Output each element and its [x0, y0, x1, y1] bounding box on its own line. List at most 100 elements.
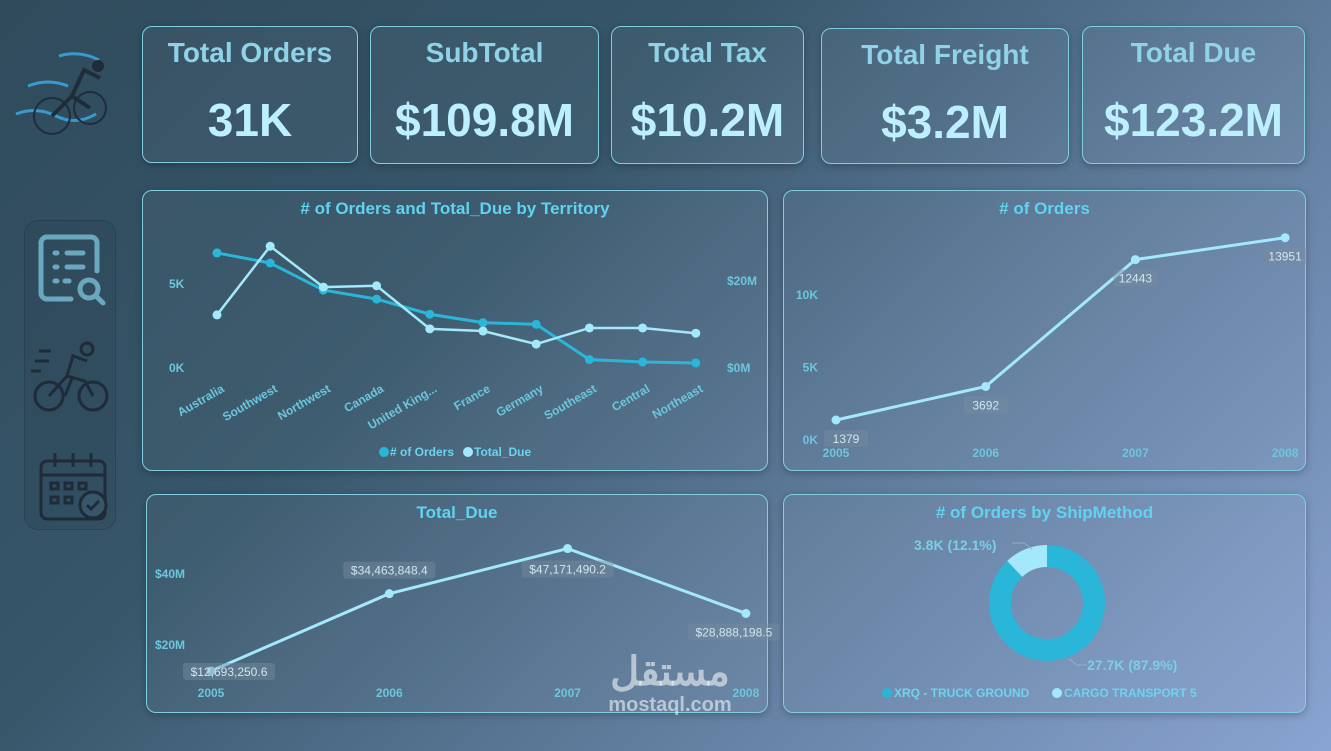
total-due-point [384, 589, 394, 599]
total-due-point [212, 310, 222, 320]
kpi-total-due: Total Due $123.2M [1082, 26, 1305, 164]
shipmethod-donut-chart: # of Orders by ShipMethod 3.8K (12.1%) 27… [783, 494, 1306, 713]
legend-marker [1052, 688, 1062, 698]
total-due-point [563, 544, 573, 554]
x-tick: 2005 [823, 446, 850, 460]
data-label-bg [521, 560, 614, 578]
x-tick: Canada [342, 381, 387, 415]
donut-slice [1007, 545, 1047, 577]
kpi-total-orders: Total Orders 31K [142, 26, 358, 163]
x-tick: Northeast [650, 381, 706, 421]
y-tick: 5K [803, 361, 819, 375]
orders-point [1280, 233, 1290, 243]
kpi-value: $123.2M [1103, 94, 1283, 146]
orders-point [478, 318, 488, 328]
report-search-icon[interactable] [38, 234, 106, 306]
cyclist-logo-icon [15, 52, 107, 135]
x-tick: 2008 [1272, 446, 1299, 460]
kpi-title: Total Due [1130, 37, 1257, 68]
chart-title: # of Orders [999, 199, 1090, 218]
slice-label: 27.7K (87.9%) [1087, 657, 1177, 673]
total-due-point [318, 282, 328, 292]
y-tick: $40M [155, 567, 185, 581]
data-label: $12,693,250.6 [191, 665, 268, 679]
kpi-value: 31K [207, 94, 293, 146]
data-label: 12443 [1119, 272, 1153, 286]
x-tick: 2006 [972, 446, 999, 460]
total-due-point [691, 328, 701, 338]
total-due-point [584, 323, 594, 333]
cyclist-icon[interactable] [31, 341, 109, 412]
watermark-arabic: مستقل [610, 650, 730, 694]
y-left-tick: 5K [169, 277, 185, 291]
data-label-bg [183, 662, 275, 680]
watermark: مستقل mostaql.com [580, 650, 760, 717]
orders-by-year-chart: # of Orders 0K 5K 10K 2005 2006 2007 2008 1379 3… [783, 190, 1308, 471]
total-due-point [265, 241, 275, 251]
x-tick: Australia [175, 381, 227, 419]
x-tick: Central [609, 381, 652, 414]
leader-line [1012, 542, 1033, 550]
legend-label: CARGO TRANSPORT 5 [1064, 686, 1197, 700]
territory-chart: # of Orders and Total_Due by Territory 0… [142, 190, 768, 471]
kpi-title: SubTotal [425, 37, 544, 68]
orders-point [212, 248, 222, 258]
chart-title: # of Orders and Total_Due by Territory [300, 199, 610, 218]
data-label: $34,463,848.4 [351, 564, 428, 578]
x-tick: Germany [494, 381, 546, 419]
kpi-total-tax: Total Tax $10.2M [611, 26, 804, 164]
orders-point [691, 358, 701, 368]
data-label-bg [1263, 247, 1308, 265]
total-due-point [425, 324, 435, 334]
data-label: $47,171,490.2 [529, 563, 606, 577]
data-label-bg [963, 396, 1008, 414]
orders-point [372, 294, 382, 304]
total-due-by-year-chart: Total_Due $20M $40M 2005 2006 2007 2008 $12,69… [146, 494, 780, 713]
orders-point [265, 258, 275, 268]
y-tick: $20M [155, 638, 185, 652]
data-label: 1379 [833, 432, 860, 446]
kpi-value: $10.2M [630, 94, 785, 146]
chart-title: Total_Due [416, 503, 498, 522]
legend-label: XRQ - TRUCK GROUND [894, 686, 1030, 700]
chart-title: # of Orders by ShipMethod [935, 503, 1154, 522]
total-due-line [216, 244, 696, 346]
calendar-check-icon[interactable] [39, 453, 108, 521]
kpi-title: Total Orders [167, 37, 333, 68]
total-due-point [741, 608, 751, 618]
x-tick: 2007 [554, 686, 581, 700]
orders-point [1130, 255, 1140, 265]
total-due-point [478, 326, 488, 336]
legend-marker-orders [379, 447, 389, 457]
total-due-point [372, 281, 382, 291]
data-label: 13951 [1268, 250, 1302, 264]
y-tick: 0K [803, 433, 819, 447]
x-tick: Northwest [275, 381, 333, 422]
x-tick: 2008 [733, 686, 760, 700]
y-right-tick: $20M [727, 274, 757, 288]
sidebar-nav [24, 220, 116, 530]
total-due-point [206, 666, 216, 676]
legend-marker [882, 688, 892, 698]
orders-point [638, 357, 648, 367]
orders-line [216, 251, 696, 365]
donut-slice [989, 545, 1105, 661]
y-right-tick: $0M [727, 361, 750, 375]
watermark-latin: mostaql.com [608, 694, 732, 716]
leader-line [1068, 658, 1087, 666]
logo [14, 48, 110, 138]
data-label-bg [824, 430, 868, 448]
x-tick: 2007 [1122, 446, 1149, 460]
kpi-total-freight: Total Freight $3.2M [821, 28, 1069, 164]
data-label-bg [1113, 269, 1158, 287]
orders-point [831, 415, 841, 425]
total-due-point [638, 323, 648, 333]
orders-point [584, 355, 594, 365]
y-left-tick: 0K [169, 361, 185, 375]
data-label: $28,888,198.5 [696, 625, 773, 639]
x-tick: France [451, 381, 492, 413]
legend-label: # of Orders [390, 445, 454, 459]
data-label-bg [343, 561, 436, 579]
data-label-bg [687, 623, 780, 641]
orders-point [425, 309, 435, 319]
